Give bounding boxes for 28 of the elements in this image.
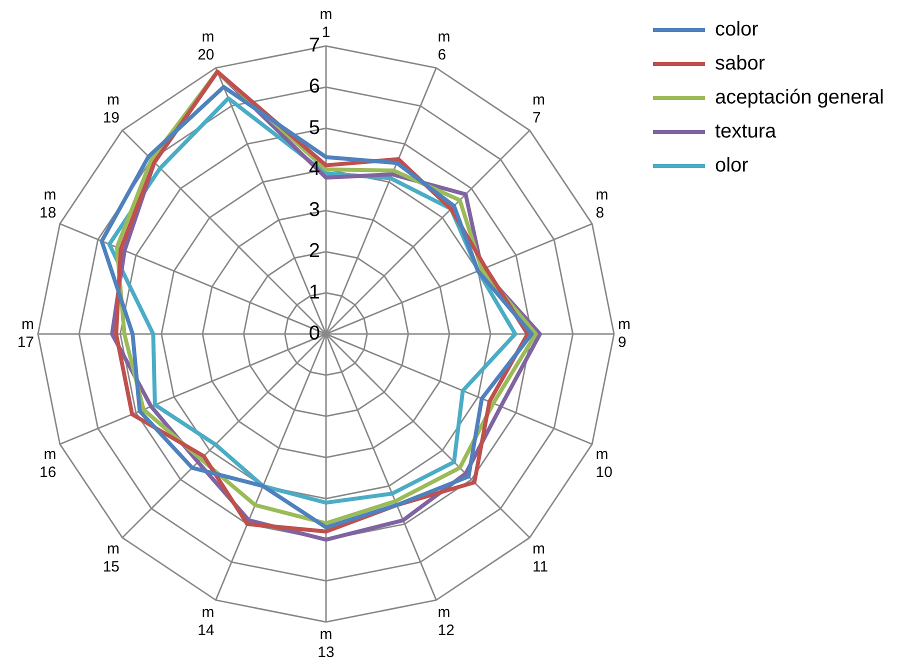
legend-label: aceptación general: [714, 86, 884, 109]
spoke-label: m 16: [40, 446, 56, 481]
y-tick-label: 2: [308, 240, 320, 262]
y-tick-label: 3: [308, 199, 320, 222]
spoke-label: m 8: [596, 186, 608, 222]
y-tick-label: 5: [308, 116, 320, 139]
spoke-label: m 20: [198, 28, 214, 64]
legend-label: sabor: [714, 52, 766, 75]
spoke-label: m 17: [17, 316, 34, 352]
spoke-label: m 7: [532, 92, 545, 127]
spoke-label: m 11: [532, 540, 548, 576]
y-tick-label: 1: [308, 281, 320, 304]
y-tick-label: 6: [308, 76, 320, 98]
y-tick-label: 7: [308, 34, 320, 57]
spoke-label: m 18: [40, 186, 56, 222]
spoke-label: m 15: [102, 540, 120, 576]
legend-label: textura: [714, 120, 778, 143]
spoke-label: m 9: [618, 316, 630, 352]
spoke-label: m 13: [318, 626, 334, 662]
spoke-label: m 12: [438, 604, 454, 639]
spoke-label: m 1: [320, 6, 332, 42]
spoke-label: m 6: [438, 28, 450, 64]
legend-label: olor: [714, 154, 749, 177]
spoke-label: m 19: [102, 92, 120, 127]
legend-label: color: [714, 18, 759, 41]
spoke-label: m 14: [198, 604, 214, 639]
y-tick-label: 0: [308, 322, 320, 345]
spoke-label: m 10: [596, 446, 612, 481]
